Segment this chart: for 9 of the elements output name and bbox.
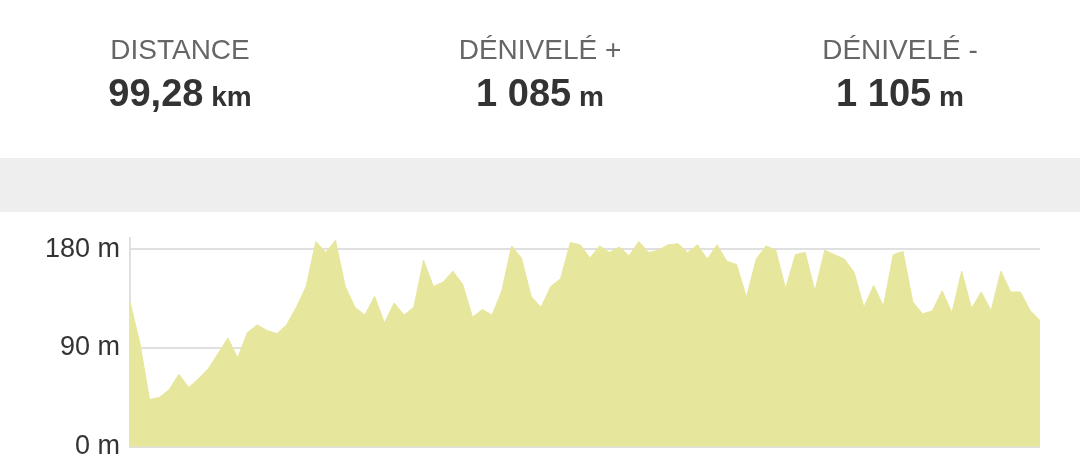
text: DÉNIVELÉ + <box>457 34 623 66</box>
y-tick-label: 180 m <box>44 232 120 263</box>
text: DISTANCE <box>109 34 251 66</box>
text: 1 085 m <box>475 72 605 115</box>
y-tick-label: 0 m <box>74 430 120 461</box>
text: 99,28 km <box>107 72 253 115</box>
y-tick-label: 90 m <box>59 331 120 362</box>
text: DÉNIVELÉ - <box>821 34 979 66</box>
text: 1 105 m <box>835 72 965 115</box>
